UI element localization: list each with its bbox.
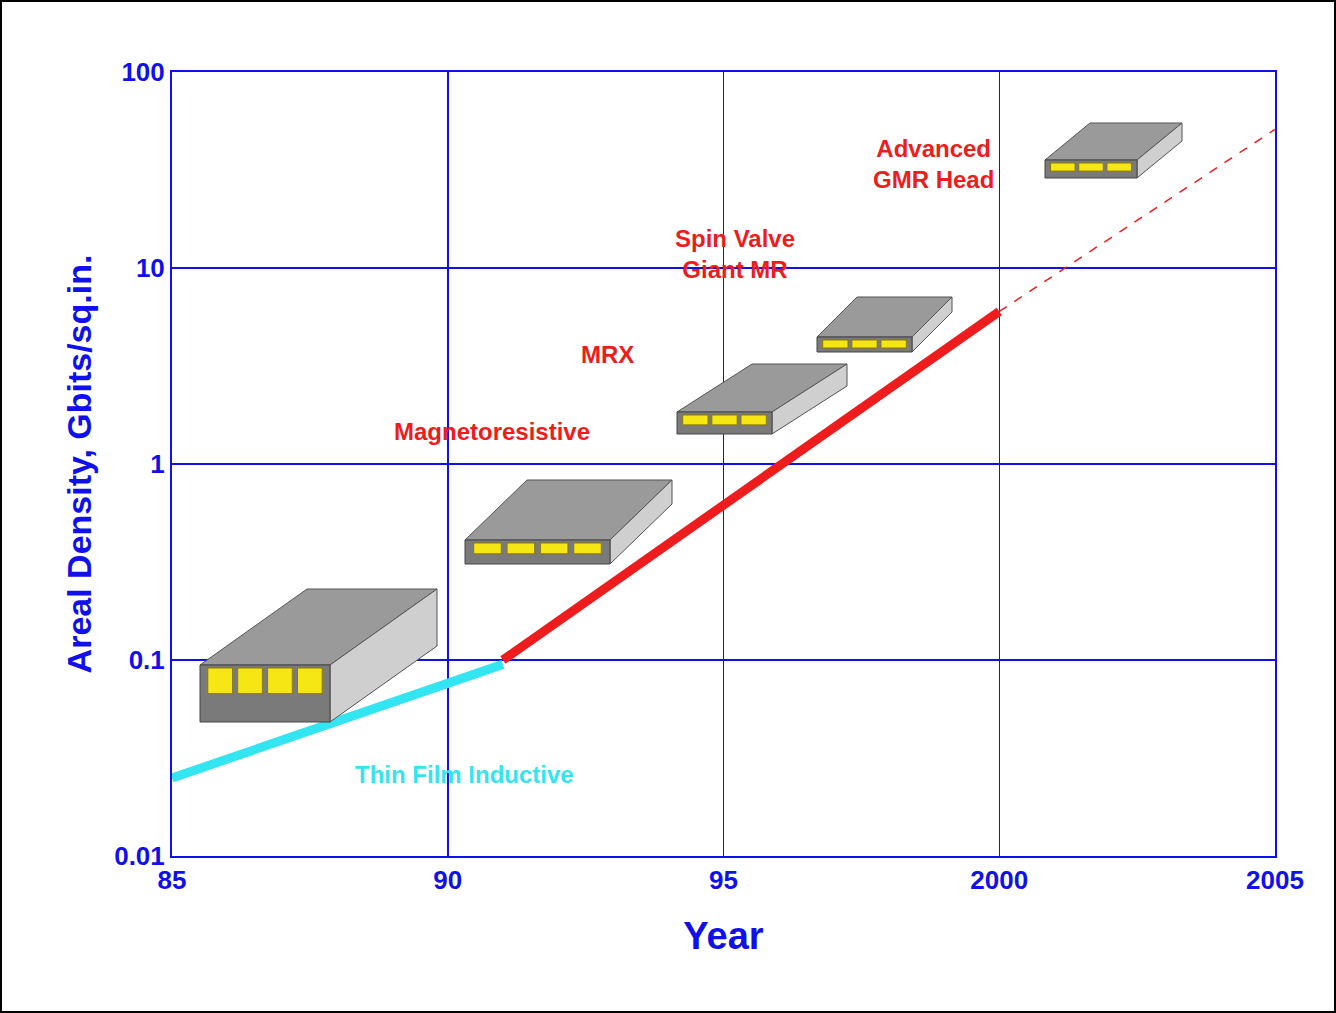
svg-text:2000: 2000 [970,865,1028,895]
svg-text:100: 100 [121,57,164,87]
svg-text:10: 10 [136,253,165,283]
svg-text:0.01: 0.01 [114,841,165,871]
svg-text:2005: 2005 [1246,865,1304,895]
svg-text:1: 1 [150,449,164,479]
svg-text:AdvancedGMR Head: AdvancedGMR Head [873,135,994,193]
svg-text:Spin ValveGiant MR: Spin ValveGiant MR [675,225,795,283]
svg-text:Year: Year [683,915,764,957]
svg-text:95: 95 [709,865,738,895]
svg-text:Thin Film Inductive: Thin Film Inductive [355,761,574,788]
svg-text:0.1: 0.1 [129,645,165,675]
svg-text:90: 90 [433,865,462,895]
svg-text:MRX: MRX [581,341,634,368]
svg-text:Areal Density, Gbits/sq.in.: Areal Density, Gbits/sq.in. [60,255,98,674]
svg-text:85: 85 [158,865,187,895]
svg-text:Magnetoresistive: Magnetoresistive [394,418,590,445]
